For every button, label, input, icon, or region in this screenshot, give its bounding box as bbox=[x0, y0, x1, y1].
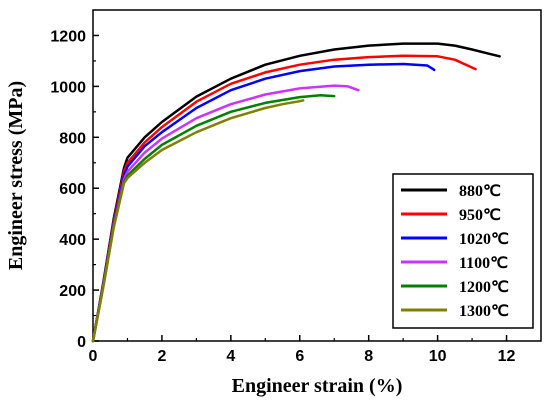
legend-label-0: 880℃ bbox=[459, 183, 501, 200]
plot-frame bbox=[92, 9, 542, 342]
y-axis-label: Engineer stress (MPa) bbox=[5, 81, 27, 270]
legend-label-1: 950℃ bbox=[459, 207, 501, 224]
series-line-2 bbox=[91, 62, 436, 343]
y-tick-label: 600 bbox=[59, 181, 86, 198]
series-line-4 bbox=[91, 94, 336, 343]
x-tick-label: 8 bbox=[364, 348, 373, 365]
x-axis: 0 2 4 6 8 10 12 bbox=[89, 335, 516, 365]
legend-box bbox=[392, 173, 534, 329]
series-lines bbox=[91, 42, 501, 343]
x-tick-label: 6 bbox=[295, 348, 304, 365]
y-tick-label: 400 bbox=[59, 232, 86, 249]
y-tick-label: 800 bbox=[59, 130, 86, 147]
series-line-3 bbox=[91, 84, 360, 343]
x-tick-label: 2 bbox=[157, 348, 166, 365]
series-line-0 bbox=[91, 42, 501, 343]
x-tick-label: 4 bbox=[226, 348, 235, 365]
legend-label-5: 1300℃ bbox=[459, 303, 509, 320]
y-tick-label: 1000 bbox=[50, 79, 86, 96]
x-tick-label: 12 bbox=[498, 348, 516, 365]
legend: 880℃ 950℃ 1020℃ 1100℃ 1200℃ 1300℃ bbox=[392, 173, 534, 329]
y-tick-label: 1200 bbox=[50, 28, 86, 45]
x-axis-label: Engineer strain (%) bbox=[232, 375, 403, 397]
plot-area-border bbox=[92, 9, 542, 342]
x-tick-label: 0 bbox=[89, 348, 98, 365]
legend-label-3: 1100℃ bbox=[459, 255, 508, 272]
y-axis: 0 200 400 600 800 1000 1200 bbox=[50, 28, 99, 351]
x-tick-label: 10 bbox=[429, 348, 447, 365]
legend-label-2: 1020℃ bbox=[459, 231, 509, 248]
y-tick-label: 0 bbox=[77, 334, 86, 351]
y-tick-label: 200 bbox=[59, 283, 86, 300]
legend-label-4: 1200℃ bbox=[459, 279, 509, 296]
series-line-5 bbox=[91, 99, 305, 343]
